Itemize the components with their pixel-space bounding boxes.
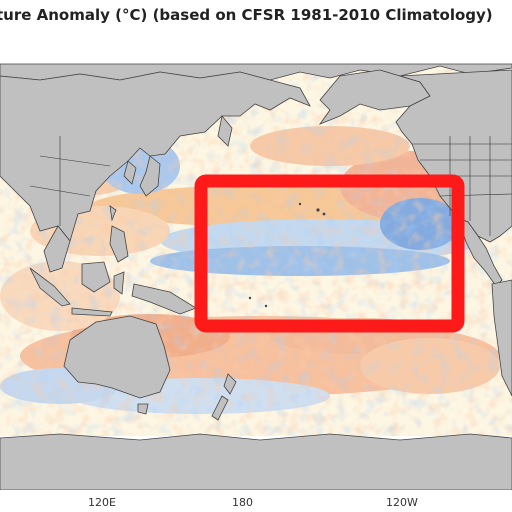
longitude-label-120e: 120E — [88, 496, 116, 509]
pacific-islands — [248, 202, 326, 308]
map-title: ture Anomaly (°C) (based on CFSR 1981-20… — [0, 2, 512, 28]
map-area — [0, 36, 512, 490]
highlight-box — [194, 174, 465, 333]
land-masses — [0, 63, 512, 490]
longitude-label-120w: 120W — [386, 496, 418, 509]
borders — [29, 136, 512, 236]
map-title-text: ture Anomaly (°C) (based on CFSR 1981-20… — [0, 6, 493, 24]
longitude-label-180: 180 — [232, 496, 253, 509]
anomaly-map — [0, 63, 512, 490]
